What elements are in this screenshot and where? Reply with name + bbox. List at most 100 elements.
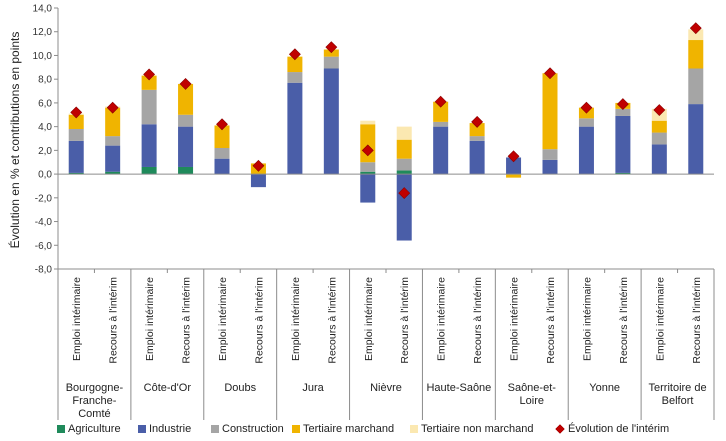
evolution-marker <box>689 22 702 35</box>
y-tick-label: -4,0 <box>35 217 53 228</box>
bar-segment <box>651 144 667 175</box>
group-label: Côte-d'Or <box>144 382 192 394</box>
legend-label: Industrie <box>149 423 191 435</box>
bar-segment <box>469 136 485 141</box>
bar-segment <box>542 73 558 150</box>
subcategory-label: Recours à l'intérim <box>399 277 411 364</box>
y-tick-label: 12,0 <box>33 27 53 38</box>
y-tick-label: -6,0 <box>35 241 53 252</box>
bar-segment <box>68 140 84 173</box>
bar-segment <box>396 174 412 241</box>
subcategory-label: Emploi intérimaire <box>71 277 83 361</box>
evolution-marker <box>288 48 301 61</box>
group-label: Saône-et-Loire <box>508 382 557 407</box>
evolution-marker <box>434 95 447 108</box>
bar-segment <box>433 126 449 175</box>
bar-segment <box>360 174 376 203</box>
evolution-marker <box>507 150 520 163</box>
subcategory-label: Emploi intérimaire <box>290 277 302 361</box>
legend-label: Tertiaire marchand <box>303 423 394 435</box>
evolution-marker <box>106 101 119 114</box>
bar-segment <box>323 56 339 69</box>
subcategory-label: Recours à l'intérim <box>326 277 338 364</box>
subcategory-label: Emploi intérimaire <box>436 277 448 361</box>
bar-segment <box>360 162 376 172</box>
group-label: Doubs <box>224 382 256 394</box>
bar-segment <box>178 126 194 167</box>
bar-segment <box>469 140 485 175</box>
y-tick-label: 2,0 <box>38 146 52 157</box>
legend-swatch <box>292 425 300 433</box>
group-label: Jura <box>302 382 324 394</box>
bar-segment <box>105 136 121 146</box>
subcategory-label: Emploi intérimaire <box>509 277 521 361</box>
evolution-marker <box>252 159 265 172</box>
y-tick-label: 4,0 <box>38 122 52 133</box>
bar-segment <box>360 171 376 175</box>
evolution-marker <box>580 101 593 114</box>
evolution-marker <box>216 118 228 131</box>
y-tick-label: 10,0 <box>33 51 53 62</box>
legend-swatch <box>138 425 146 433</box>
group-label: Nièvre <box>370 382 402 394</box>
bar-segment <box>396 158 412 171</box>
subcategory-label: Recours à l'intérim <box>253 277 265 364</box>
subcategory-label: Emploi intérimaire <box>217 277 229 361</box>
bar-segment <box>141 124 157 167</box>
bar-segment <box>214 125 230 148</box>
subcategory-label: Emploi intérimaire <box>144 277 156 361</box>
bar-segment <box>433 101 449 122</box>
y-axis-title: Évolution en % et contributions en point… <box>7 32 22 249</box>
bar-segment <box>287 56 303 73</box>
legend-label: Tertiaire non marchand <box>421 423 534 435</box>
bar-segment <box>323 49 339 57</box>
y-tick-label: 0,0 <box>38 170 52 181</box>
bar-segment <box>651 132 667 145</box>
subcategory-label: Recours à l'intérim <box>181 277 193 364</box>
evolution-marker <box>179 78 192 90</box>
legend-swatch <box>57 425 65 433</box>
group-label: Yonne <box>589 382 620 394</box>
bar-segment <box>178 166 194 175</box>
legend-label: Évolution de l'intérim <box>568 422 669 435</box>
evolution-marker <box>653 104 666 116</box>
group-label: Haute-Saône <box>426 382 491 394</box>
bar-segment <box>615 108 631 116</box>
bar-segment <box>688 29 704 41</box>
group-label: Territoire de Belfort <box>649 382 707 407</box>
subcategory-label: Emploi intérimaire <box>363 277 375 361</box>
bar-segment <box>214 158 230 175</box>
bar-segment <box>105 145 121 172</box>
subcategory-label: Recours à l'intérim <box>545 277 557 364</box>
legend-swatch <box>211 425 219 433</box>
bar-segment <box>615 115 631 173</box>
bar-segment <box>68 172 84 175</box>
evolution-marker <box>361 144 374 157</box>
subcategory-label: Recours à l'intérim <box>108 277 120 364</box>
bar-segment <box>250 174 266 188</box>
legend-diamond-icon <box>555 424 565 434</box>
evolution-marker <box>471 115 484 128</box>
bar-segment <box>360 120 376 125</box>
bar-segment <box>141 75 157 90</box>
bar-segment <box>542 159 558 175</box>
bar-segment <box>542 149 558 160</box>
bar-segment <box>651 120 667 133</box>
subcategory-label: Recours à l'intérim <box>618 277 630 364</box>
bar-segment <box>396 170 412 175</box>
bar-segment <box>68 129 84 141</box>
evolution-marker <box>325 41 338 54</box>
bar-segment <box>433 121 449 127</box>
subcategory-label: Recours à l'intérim <box>472 277 484 364</box>
bar-segment <box>287 82 303 175</box>
legend-swatch <box>410 425 418 433</box>
bar-segment <box>214 147 230 159</box>
subcategory-label: Recours à l'intérim <box>691 277 703 364</box>
y-tick-label: -8,0 <box>35 265 53 276</box>
evolution-marker <box>398 187 411 199</box>
bar-segment <box>178 114 194 127</box>
evolution-marker <box>616 98 629 111</box>
bar-segment <box>105 107 121 137</box>
bar-segment <box>396 139 412 159</box>
evolution-marker <box>544 67 556 80</box>
